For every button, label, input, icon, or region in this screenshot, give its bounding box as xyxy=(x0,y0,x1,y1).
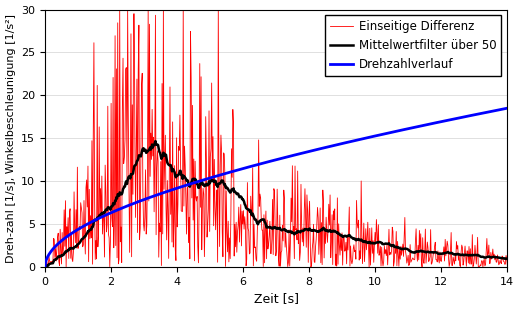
Einseitige Differenz xyxy=(116,8,123,12)
Mittelwertfilter über 50 xyxy=(42,265,48,269)
Einseitige Differenz xyxy=(402,249,409,253)
Mittelwertfilter über 50 xyxy=(189,180,195,183)
Drehzahlverlauf xyxy=(42,265,48,269)
Mittelwertfilter über 50 xyxy=(504,257,511,261)
Einseitige Differenz xyxy=(459,245,465,249)
Drehzahlverlauf xyxy=(345,140,352,144)
Mittelwertfilter über 50 xyxy=(155,147,162,151)
Drehzahlverlauf xyxy=(402,128,408,131)
Einseitige Differenz xyxy=(189,196,195,200)
Einseitige Differenz xyxy=(346,205,353,209)
Einseitige Differenz xyxy=(155,255,162,259)
Mittelwertfilter über 50 xyxy=(402,247,409,250)
Drehzahlverlauf xyxy=(172,187,178,191)
Mittelwertfilter über 50 xyxy=(459,253,465,256)
Einseitige Differenz xyxy=(173,259,179,262)
Einseitige Differenz xyxy=(504,264,511,267)
Line: Mittelwertfilter über 50: Mittelwertfilter über 50 xyxy=(45,141,508,267)
X-axis label: Zeit [s]: Zeit [s] xyxy=(254,292,298,305)
Drehzahlverlauf xyxy=(188,182,194,186)
Mittelwertfilter über 50 xyxy=(346,233,353,237)
Drehzahlverlauf xyxy=(155,193,161,197)
Line: Drehzahlverlauf: Drehzahlverlauf xyxy=(45,108,508,267)
Einseitige Differenz xyxy=(42,265,48,269)
Legend: Einseitige Differenz, Mittelwertfilter über 50, Drehzahlverlauf: Einseitige Differenz, Mittelwertfilter ü… xyxy=(325,16,501,76)
Mittelwertfilter über 50 xyxy=(173,175,179,179)
Y-axis label: Dreh­zahl [1/s], Winkelbeschleunigung [1/s²]: Dreh­zahl [1/s], Winkelbeschleunigung [1… xyxy=(6,14,16,263)
Mittelwertfilter über 50 xyxy=(152,139,159,143)
Drehzahlverlauf xyxy=(504,106,511,110)
Drehzahlverlauf xyxy=(459,115,465,119)
Line: Einseitige Differenz: Einseitige Differenz xyxy=(45,10,508,267)
